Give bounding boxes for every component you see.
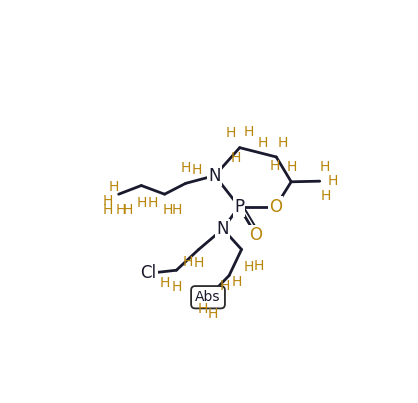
Text: O: O bbox=[250, 226, 263, 244]
Text: H: H bbox=[320, 189, 331, 203]
Text: O: O bbox=[269, 197, 282, 216]
Text: H: H bbox=[181, 161, 191, 175]
Text: H: H bbox=[148, 196, 158, 210]
Text: Abs: Abs bbox=[195, 290, 221, 304]
Text: H: H bbox=[137, 196, 148, 210]
Text: H: H bbox=[192, 163, 202, 177]
Text: H: H bbox=[254, 259, 265, 273]
Text: H: H bbox=[103, 194, 113, 208]
Text: H: H bbox=[172, 203, 182, 217]
Text: H: H bbox=[159, 276, 170, 290]
Text: H: H bbox=[278, 136, 288, 150]
Text: H: H bbox=[207, 307, 218, 321]
Text: H: H bbox=[328, 174, 338, 188]
Text: H: H bbox=[194, 256, 204, 270]
Text: H: H bbox=[103, 204, 113, 217]
Text: H: H bbox=[244, 125, 254, 139]
Text: H: H bbox=[319, 160, 329, 174]
Text: H: H bbox=[183, 256, 193, 270]
Text: H: H bbox=[197, 302, 208, 316]
Text: H: H bbox=[232, 275, 242, 289]
Text: N: N bbox=[209, 166, 221, 185]
Text: H: H bbox=[287, 160, 297, 174]
Text: H: H bbox=[225, 126, 236, 140]
Text: H: H bbox=[163, 203, 173, 217]
Text: H: H bbox=[243, 260, 254, 274]
Text: N: N bbox=[217, 220, 229, 238]
Text: H: H bbox=[258, 136, 268, 150]
Text: H: H bbox=[108, 181, 119, 194]
Text: P: P bbox=[234, 197, 244, 216]
Text: Cl: Cl bbox=[140, 264, 156, 283]
Text: H: H bbox=[220, 279, 230, 293]
Text: H: H bbox=[115, 204, 126, 217]
Text: H: H bbox=[123, 204, 133, 217]
Text: H: H bbox=[230, 151, 240, 164]
Text: H: H bbox=[171, 280, 181, 294]
Text: H: H bbox=[270, 159, 280, 173]
